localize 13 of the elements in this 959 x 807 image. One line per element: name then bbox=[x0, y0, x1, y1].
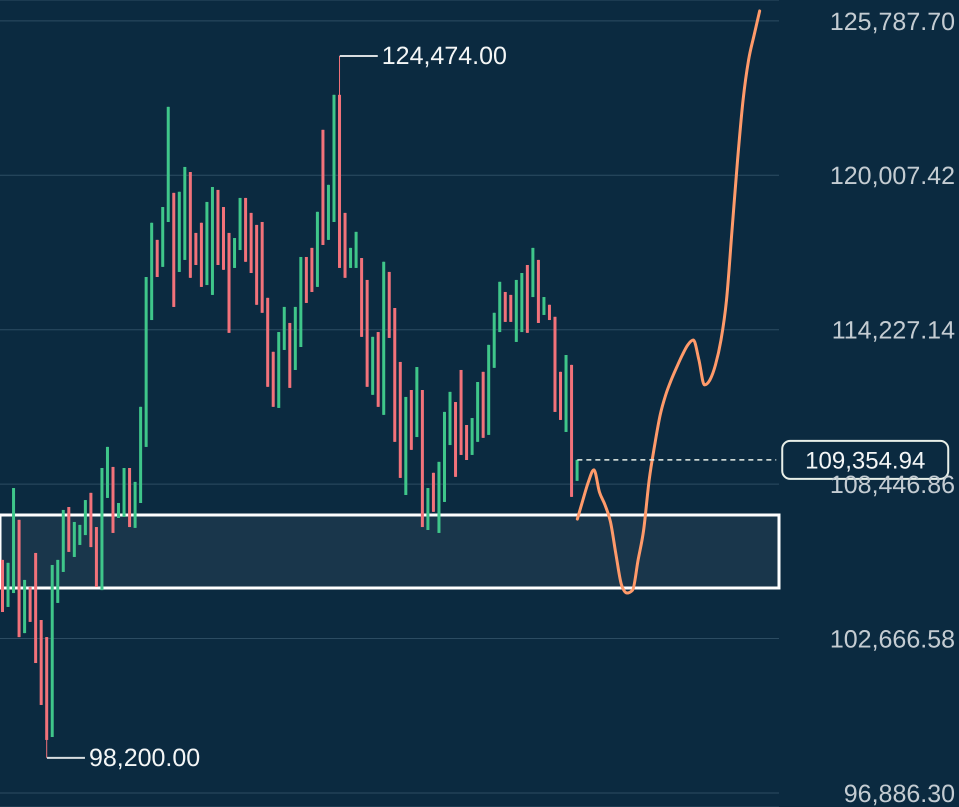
candlestick bbox=[349, 247, 352, 268]
candlestick bbox=[78, 524, 82, 546]
candlestick bbox=[542, 296, 546, 316]
y-tick-label: 102,666.58 bbox=[830, 625, 955, 654]
y-tick-label: 114,227.14 bbox=[832, 316, 956, 345]
y-tick-label: 125,787.70 bbox=[830, 8, 955, 36]
y-tick-label: 96,886.30 bbox=[844, 780, 955, 807]
annotation: 98,200.00 bbox=[88, 744, 200, 772]
candlestick bbox=[576, 459, 579, 482]
candlestick bbox=[117, 502, 120, 518]
annotation: 124,474.00 bbox=[382, 42, 507, 70]
y-tick-label: 120,007.42 bbox=[830, 162, 955, 190]
line-series bbox=[576, 9, 762, 595]
